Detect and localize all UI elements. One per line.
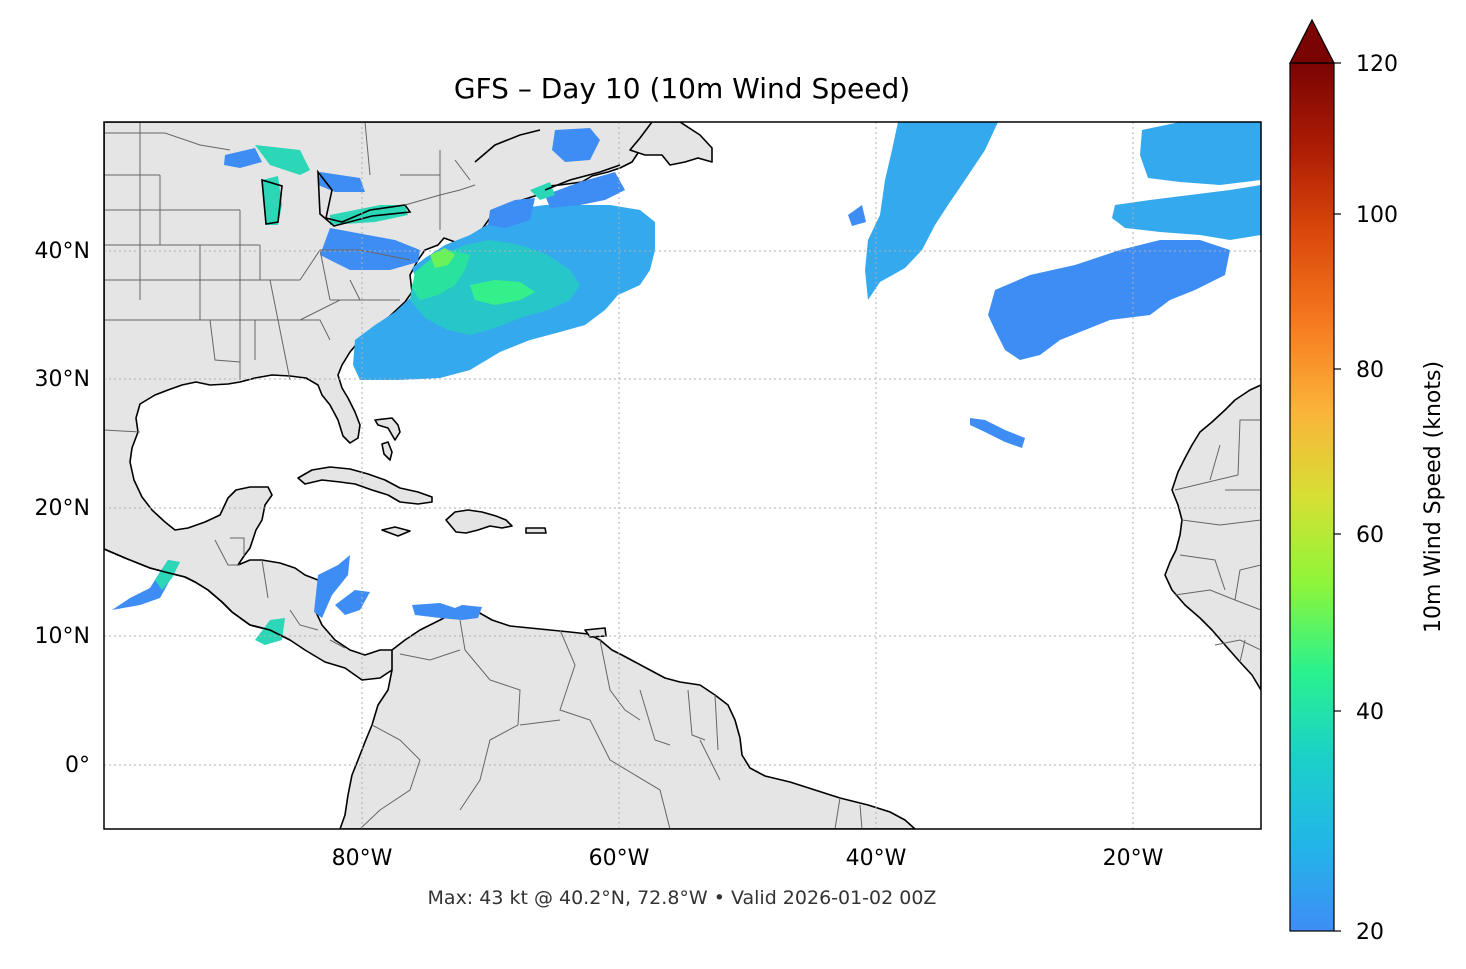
lon-tick-label: 80°W — [332, 846, 393, 871]
lon-tick-label: 60°W — [589, 846, 650, 871]
lat-tick-label: 0° — [65, 753, 90, 778]
colorbar-extend-arrow — [1289, 18, 1335, 64]
us-state-borders — [104, 122, 471, 381]
us-canada-border — [104, 132, 476, 206]
bahamas-land — [374, 417, 401, 441]
colorbar-tick-label: 40 — [1356, 700, 1384, 725]
africa-borders — [1174, 419, 1261, 663]
gulf-st-lawrence-coast — [474, 129, 621, 191]
colorbar-tick-label: 100 — [1356, 203, 1398, 228]
lat-tick-label: 20°N — [35, 496, 90, 521]
colorbar-gradient — [1290, 63, 1334, 931]
south-america-land — [339, 605, 916, 829]
hispaniola-land — [445, 509, 513, 534]
map-frame — [103, 121, 1262, 830]
colorbar: 20 40 60 80 100 120 10m Wind Speed (knot… — [1289, 18, 1446, 945]
lon-tick-label: 20°W — [1103, 846, 1164, 871]
jamaica-land — [381, 526, 411, 537]
lat-tick-label: 10°N — [35, 624, 90, 649]
central-america-coast — [104, 548, 291, 641]
cuba-land — [297, 466, 433, 505]
africa-land — [1164, 384, 1261, 691]
lon-tick-label: 40°W — [846, 846, 907, 871]
colorbar-tick-label: 80 — [1356, 358, 1384, 383]
mexico-borders — [104, 429, 346, 649]
wind-speed-shading — [112, 122, 1261, 645]
newfoundland-land — [629, 122, 713, 166]
footer-note: Max: 43 kt @ 40.2°N, 72.8°W • Valid 2026… — [428, 887, 937, 909]
colorbar-tick-label: 60 — [1356, 523, 1384, 548]
map-area — [104, 122, 1261, 829]
colorbar-label: 10m Wind Speed (knots) — [1421, 361, 1446, 633]
bahamas-south-land — [381, 441, 393, 461]
map-title: GFS – Day 10 (10m Wind Speed) — [454, 72, 910, 105]
colorbar-tick-label: 20 — [1356, 920, 1384, 945]
lat-tick-label: 40°N — [35, 239, 90, 264]
south-america-borders — [359, 619, 863, 829]
puerto-rico-land — [525, 527, 547, 534]
colorbar-tick-label: 120 — [1356, 52, 1398, 77]
lat-tick-label: 30°N — [35, 367, 90, 392]
